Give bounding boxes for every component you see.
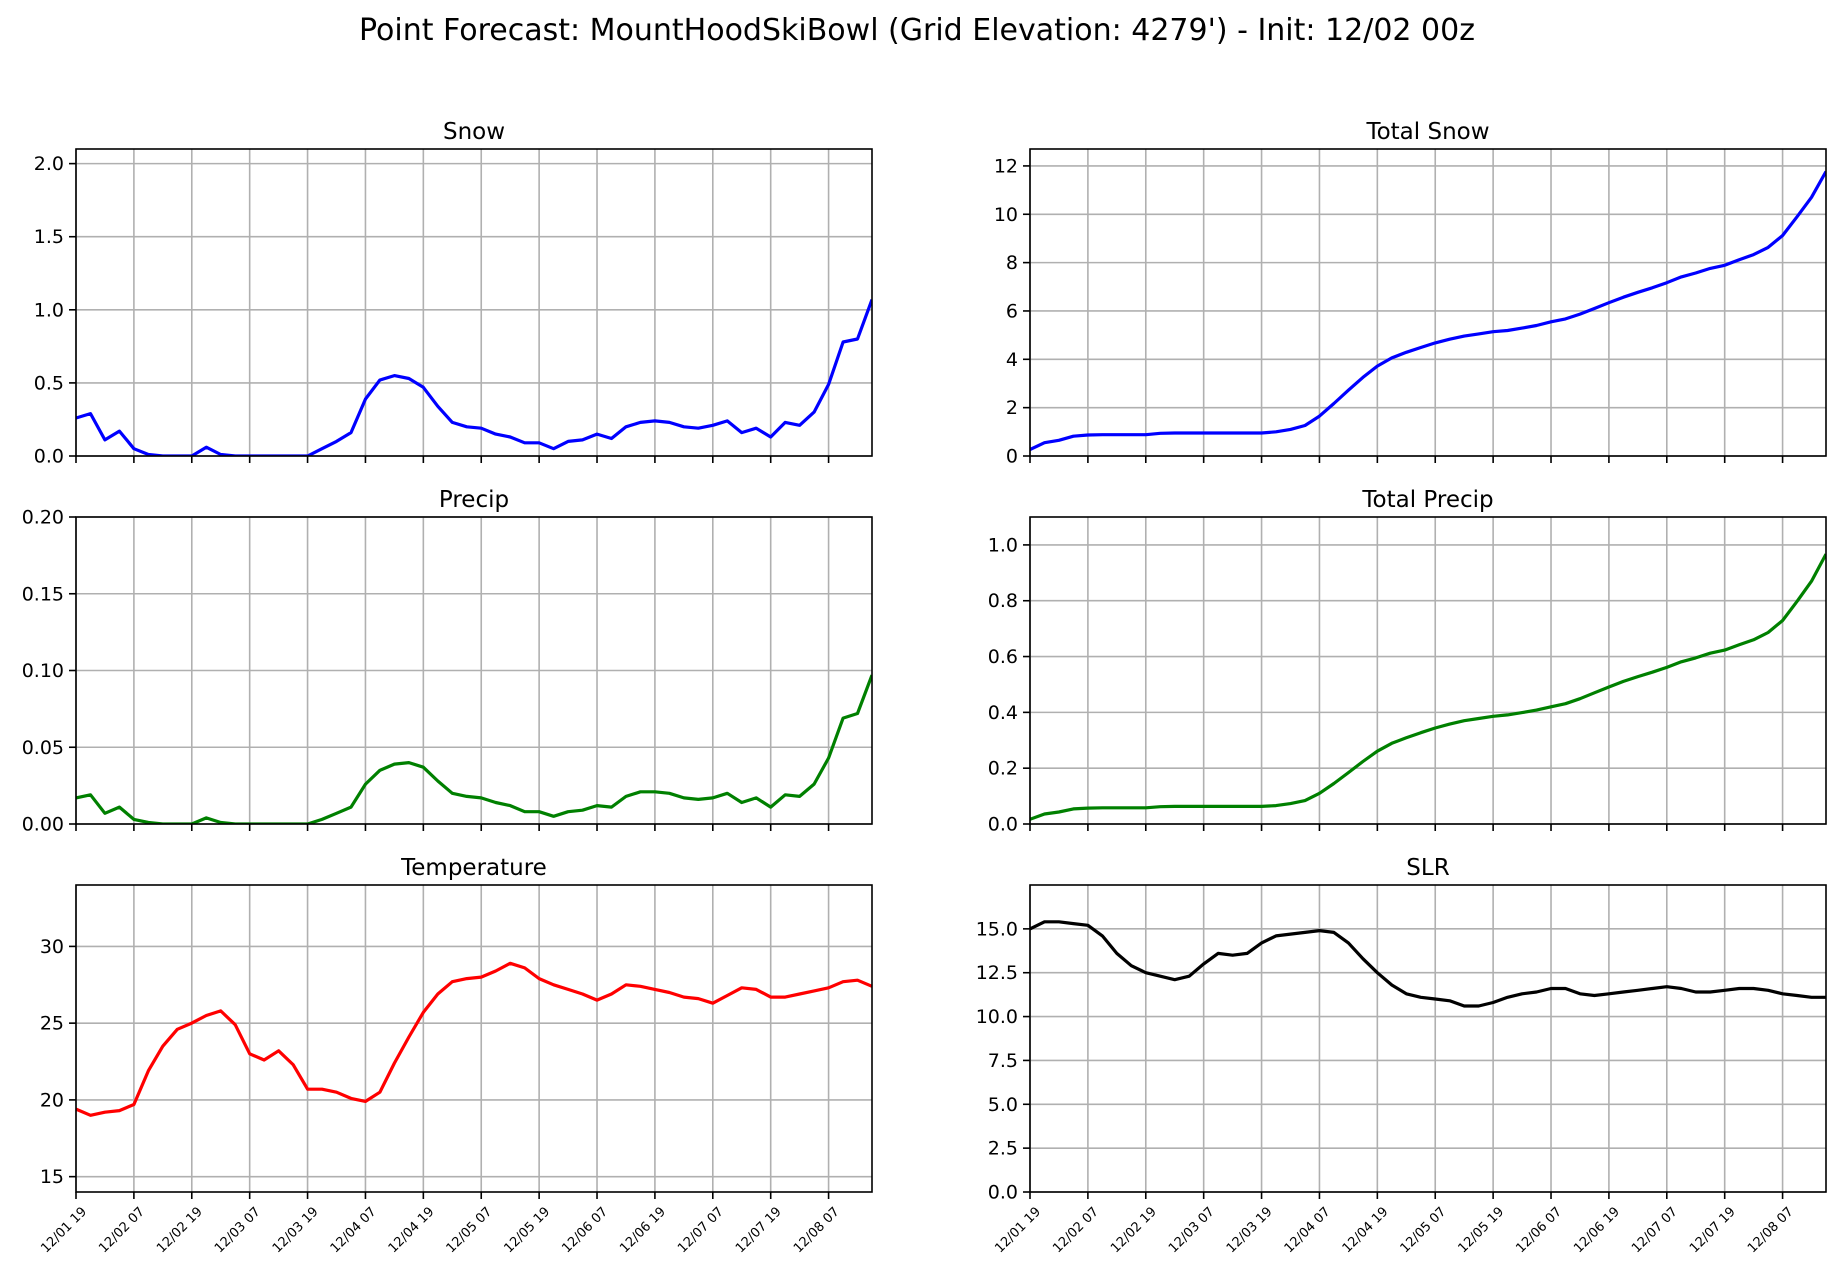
y-tick-label: 5.0 xyxy=(988,1094,1018,1116)
chart-snow: 0.0 0.5 1.0 1.5 2.0 Snow xyxy=(34,119,873,468)
plot-frame xyxy=(75,148,873,457)
y-tick-label: 30 xyxy=(40,936,64,958)
plot-area xyxy=(76,885,872,1192)
plot-frame xyxy=(75,884,873,1193)
y-tick-label: 0.6 xyxy=(988,646,1018,668)
y-tick-label: 6 xyxy=(1006,300,1018,322)
y-tick-label: 15 xyxy=(40,1166,64,1188)
y-tick-label: 0.5 xyxy=(34,372,64,394)
precip-chart-title: Precip xyxy=(439,487,509,513)
y-tick-label: 0.8 xyxy=(988,590,1018,612)
y-tick-label: 0 xyxy=(1006,446,1018,468)
y-tick-label: 7.5 xyxy=(988,1050,1018,1072)
total-snow-series-line xyxy=(1030,170,1826,451)
y-tick-label: 10.0 xyxy=(976,1006,1018,1028)
y-tick-label: 0.0 xyxy=(34,446,64,468)
y-tick-label: 0.05 xyxy=(22,737,64,759)
temperature-chart-title: Temperature xyxy=(400,855,547,881)
plot-area xyxy=(1030,149,1826,456)
y-tick-label: 10 xyxy=(994,204,1018,226)
precip-series-line xyxy=(76,674,872,824)
temperature-series-line xyxy=(76,961,872,1117)
plot-area xyxy=(1030,885,1826,1192)
y-tick-label: 0.2 xyxy=(988,758,1018,780)
y-tick-label: 2.5 xyxy=(988,1138,1018,1160)
y-tick-label: 1.0 xyxy=(34,299,64,321)
plot-frame xyxy=(1029,884,1827,1193)
plot-frame xyxy=(1029,516,1827,825)
total-precip-series-line xyxy=(1030,553,1826,821)
y-tick-label: 25 xyxy=(40,1013,64,1035)
y-tick-label: 15.0 xyxy=(976,918,1018,940)
plot-frame xyxy=(1029,148,1827,457)
y-tick-label: 1.0 xyxy=(988,534,1018,556)
y-tick-label: 20 xyxy=(40,1089,64,1111)
y-tick-label: 0.15 xyxy=(22,583,64,605)
y-tick-label: 0.10 xyxy=(22,660,64,682)
y-tick-label: 1.5 xyxy=(34,226,64,248)
chart-precip: 0.00 0.05 0.10 0.15 0.20 Precip xyxy=(22,487,873,836)
y-tick-label: 12 xyxy=(994,155,1018,177)
y-tick-label: 0.0 xyxy=(988,814,1018,836)
slr-series-line xyxy=(1030,920,1826,1008)
slr-chart-title: SLR xyxy=(1406,855,1449,881)
chart-total-snow: 0 2 4 6 8 10 12 Total Snow xyxy=(994,119,1827,468)
y-tick-label: 2 xyxy=(1006,397,1018,419)
total-precip-chart-title: Total Precip xyxy=(1361,487,1493,513)
total-snow-chart-title: Total Snow xyxy=(1365,119,1489,145)
snow-chart-title: Snow xyxy=(443,119,505,145)
y-tick-label: 0.00 xyxy=(22,814,64,836)
y-tick-label: 8 xyxy=(1006,252,1018,274)
y-tick-label: 0.20 xyxy=(22,507,64,529)
y-tick-label: 0.0 xyxy=(988,1182,1018,1204)
chart-total-precip: 0.0 0.2 0.4 0.6 0.8 1.0 Total Precip xyxy=(988,487,1827,836)
snow-series-line xyxy=(76,299,872,456)
y-tick-label: 0.4 xyxy=(988,702,1018,724)
y-tick-label: 4 xyxy=(1006,349,1018,371)
figure-title: Point Forecast: MountHoodSkiBowl (Grid E… xyxy=(359,13,1475,48)
y-tick-label: 12.5 xyxy=(976,962,1018,984)
plot-area xyxy=(1030,517,1826,824)
plot-area xyxy=(76,149,872,456)
y-tick-label: 2.0 xyxy=(34,153,64,175)
